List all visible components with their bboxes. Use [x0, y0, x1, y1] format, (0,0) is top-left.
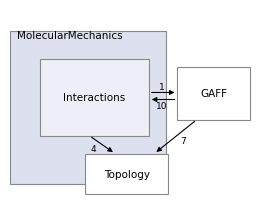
FancyBboxPatch shape: [177, 68, 250, 120]
Text: GAFF: GAFF: [200, 89, 227, 99]
Text: Interactions: Interactions: [63, 93, 126, 103]
Text: MolecularMechanics: MolecularMechanics: [17, 31, 123, 41]
FancyBboxPatch shape: [10, 32, 166, 184]
Text: 10: 10: [156, 101, 167, 110]
Text: 4: 4: [90, 145, 96, 153]
FancyBboxPatch shape: [85, 154, 168, 194]
FancyBboxPatch shape: [40, 60, 149, 136]
Text: 7: 7: [180, 137, 185, 145]
Text: 1: 1: [159, 83, 165, 91]
Text: Topology: Topology: [104, 169, 150, 179]
